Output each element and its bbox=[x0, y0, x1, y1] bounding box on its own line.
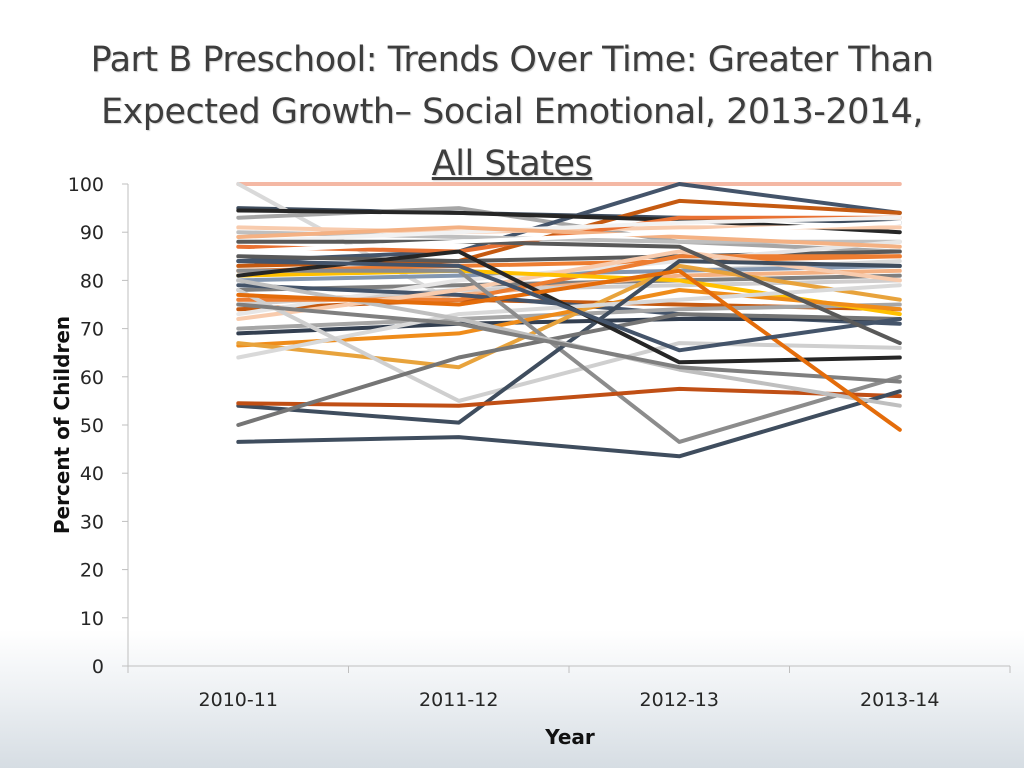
y-tick-label: 40 bbox=[80, 463, 104, 485]
series-line-12 bbox=[236, 254, 902, 273]
title-line-3: All States bbox=[431, 144, 593, 184]
y-tick-label: 30 bbox=[80, 511, 104, 533]
x-axis-title: Year bbox=[544, 725, 595, 749]
series-line-13 bbox=[236, 215, 902, 244]
series-line-15 bbox=[236, 273, 902, 292]
series-line-40 bbox=[236, 239, 902, 346]
series-line-9 bbox=[236, 215, 902, 254]
series-line-33 bbox=[236, 389, 902, 459]
y-tick-label: 50 bbox=[80, 415, 104, 437]
series-line-31 bbox=[236, 259, 902, 425]
series-line-38 bbox=[236, 268, 902, 432]
y-tick-label: 90 bbox=[80, 222, 104, 244]
y-tick-label: 20 bbox=[80, 560, 104, 582]
series-line-37 bbox=[236, 302, 902, 384]
series-line-14 bbox=[236, 263, 902, 283]
title-line-1: Part B Preschool: Trends Over Time: Grea… bbox=[90, 40, 934, 80]
series-line-32 bbox=[236, 386, 902, 408]
y-tick-label: 60 bbox=[80, 367, 104, 389]
series-line-30 bbox=[236, 268, 902, 444]
x-tick-label: 2013-14 bbox=[860, 689, 939, 711]
x-tick-label: 2010-11 bbox=[199, 689, 278, 711]
y-axis-title: Percent of Children bbox=[50, 316, 74, 534]
x-tick-label: 2012-13 bbox=[640, 689, 719, 711]
series-line-24 bbox=[236, 249, 902, 321]
series-line-11 bbox=[236, 249, 902, 264]
y-tick-label: 0 bbox=[92, 656, 104, 678]
series-line-29 bbox=[236, 288, 902, 403]
chart-title: Part B Preschool: Trends Over Time: Grea… bbox=[40, 34, 984, 190]
axis-layer: 0 10 20 30 40 50 60 70 80 90 100 2010-11 2011-12 2012… bbox=[68, 174, 1011, 711]
series-line-41 bbox=[236, 225, 902, 249]
series-line-42 bbox=[236, 220, 902, 254]
series-line-23 bbox=[236, 317, 902, 336]
series-line-22 bbox=[236, 302, 902, 331]
title-line-2: Expected Growth– Social Emotional, 2013-… bbox=[100, 92, 924, 132]
y-tick-label: 100 bbox=[68, 174, 104, 196]
series-line-39 bbox=[236, 259, 902, 353]
y-tick-label: 70 bbox=[80, 319, 104, 341]
series-layer bbox=[236, 182, 902, 459]
x-tick-label: 2011-12 bbox=[419, 689, 498, 711]
y-tick-label: 80 bbox=[80, 270, 104, 292]
y-tick-label: 10 bbox=[80, 608, 104, 630]
series-line-34 bbox=[236, 312, 902, 427]
series-line-26 bbox=[236, 288, 902, 348]
series-line-27 bbox=[236, 263, 902, 370]
series-line-25 bbox=[236, 268, 902, 317]
